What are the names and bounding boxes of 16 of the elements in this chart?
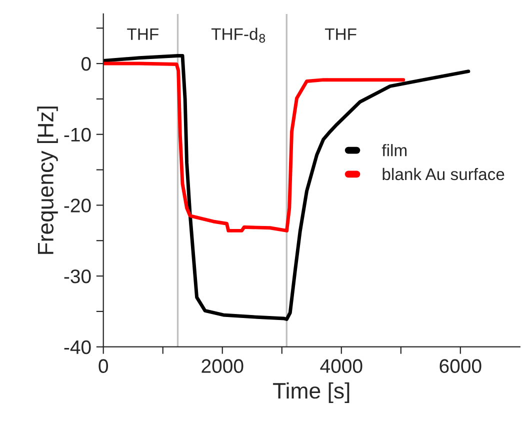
annotation: THF-d$_{8}$	[211, 28, 266, 43]
annotation: THF	[324, 28, 356, 40]
y-tick-label: -20	[64, 198, 91, 212]
y-tick-label: -30	[64, 270, 91, 284]
annotation: THF	[127, 28, 158, 40]
x-tick-label: 0	[98, 359, 108, 373]
y-tick-label: -40	[64, 340, 91, 354]
legend-label: film	[382, 144, 407, 156]
x-tick-label: 2000	[202, 359, 244, 373]
y-tick-label: -10	[64, 128, 91, 142]
x-tick-label: 4000	[320, 359, 362, 373]
y-axis-title: Frequency [Hz]	[37, 106, 58, 254]
x-tick-label: 6000	[440, 359, 482, 373]
x-axis-title: Time [s]	[273, 382, 350, 404]
y-tick-label: 0	[81, 57, 91, 71]
legend-label: blank Au surface	[382, 168, 504, 180]
